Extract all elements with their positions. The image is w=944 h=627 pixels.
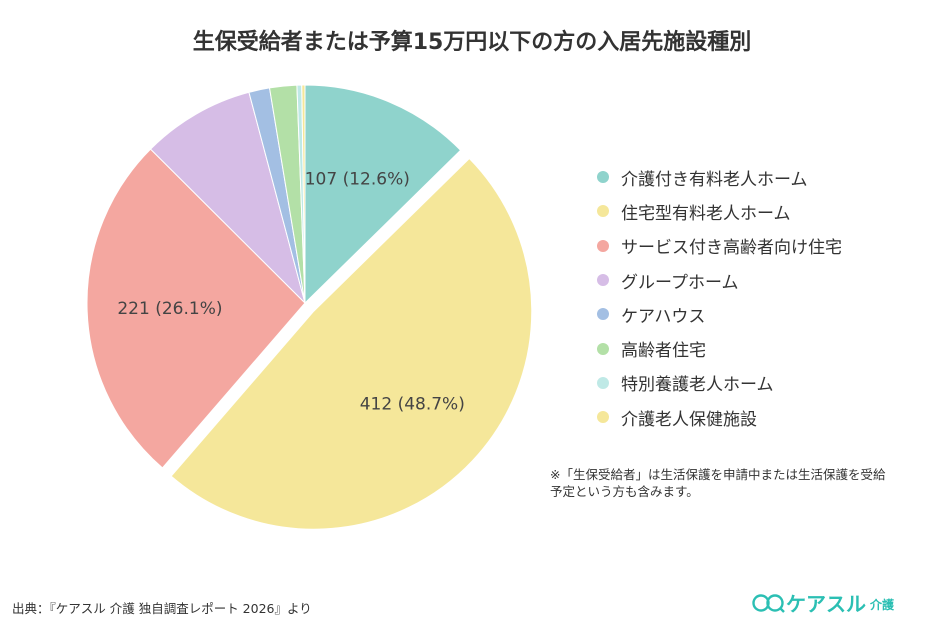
pie-slice[interactable] xyxy=(149,91,306,305)
legend-item[interactable]: ケアハウス xyxy=(597,297,842,331)
legend-item[interactable]: 介護付き有料老人ホーム xyxy=(597,160,842,194)
logo: ケアスル 介護 xyxy=(752,588,894,617)
legend-label: 介護付き有料老人ホーム xyxy=(621,169,808,190)
legend-label: サービス付き高齢者向け住宅 xyxy=(621,238,842,259)
legend-label: ケアハウス xyxy=(621,306,706,327)
legend-label: グループホーム xyxy=(621,272,739,293)
legend-label: 高齢者住宅 xyxy=(621,341,706,362)
legend-item[interactable]: 介護老人保健施設 xyxy=(597,400,842,434)
legend-item[interactable]: 高齢者住宅 xyxy=(597,331,842,365)
legend-item[interactable]: サービス付き高齢者向け住宅 xyxy=(597,229,842,263)
logo-text: ケアスル xyxy=(786,592,866,616)
pie-slice[interactable] xyxy=(86,148,306,469)
legend-item[interactable]: 住宅型有料老人ホーム xyxy=(597,194,842,228)
source-citation: 出典：『ケアスル 介護 独自調査レポート 2026』より xyxy=(12,601,312,616)
legend-swatch xyxy=(597,308,609,321)
legend-item[interactable]: 特別養護老人ホーム xyxy=(597,366,842,400)
legend-label: 介護老人保健施設 xyxy=(621,409,757,430)
chart-title: 生保受給者または予算15万円以下の方の入居先施設種別 xyxy=(192,30,752,55)
slice-data-label: 221 (26.1%) xyxy=(117,299,222,319)
legend-swatch xyxy=(597,239,609,252)
slice-data-label: 412 (48.7%) xyxy=(360,395,465,415)
logo-faces-icon xyxy=(752,593,785,613)
legend-swatch xyxy=(597,274,609,287)
legend-swatch xyxy=(597,342,609,355)
legend: 介護付き有料老人ホーム 住宅型有料老人ホームサービス付き高齢者向け住宅 グループホー… xyxy=(597,160,842,434)
legend-swatch xyxy=(597,171,609,184)
legend-swatch xyxy=(597,376,609,389)
slice-data-label: 107 (12.6%) xyxy=(305,169,410,189)
pie-slice[interactable] xyxy=(301,84,306,304)
legend-item[interactable]: グループホーム xyxy=(597,263,842,297)
logo-sub: 介護 xyxy=(870,598,895,612)
legend-swatch xyxy=(597,411,609,424)
footnote: ※「生保受給者」は生活保護を申請中または生活保護を受給予定という方も含みます。 xyxy=(550,467,886,499)
pie-slice[interactable] xyxy=(304,84,462,305)
pie-slice[interactable] xyxy=(170,157,533,530)
legend-label: 住宅型有料老人ホーム xyxy=(621,203,791,224)
legend-swatch xyxy=(597,205,609,218)
legend-label: 特別養護老人ホーム xyxy=(621,375,774,396)
